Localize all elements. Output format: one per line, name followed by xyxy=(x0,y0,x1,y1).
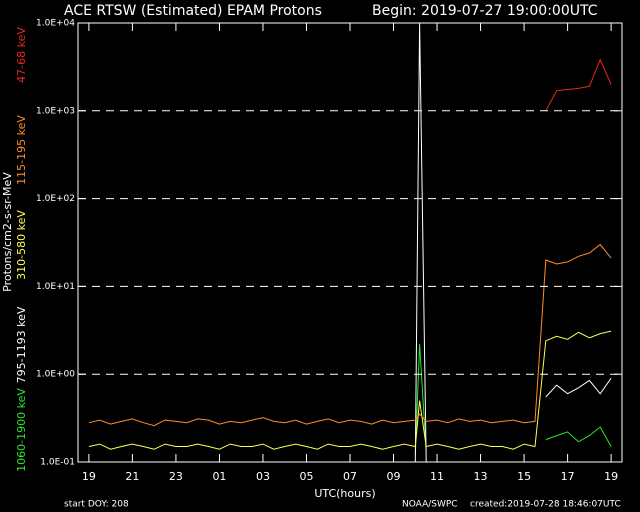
x-tick-label: 05 xyxy=(299,470,313,483)
legend-label: 310-580 keV xyxy=(15,210,28,280)
y-tick-label: 1.0E+01 xyxy=(36,282,75,292)
series-line xyxy=(545,58,612,112)
chart-title: ACE RTSW (Estimated) EPAM Protons xyxy=(64,3,322,19)
y-axis-label: Protons/cm2-s-sr-MeV xyxy=(1,172,14,292)
series-line xyxy=(414,23,612,462)
plot-area xyxy=(88,23,612,462)
y-tick-label: 1.0E+00 xyxy=(36,370,75,380)
legend-label: 47-68 keV xyxy=(15,27,28,83)
y-tick-label: 1.0E+02 xyxy=(36,194,75,204)
x-tick-label: 21 xyxy=(125,470,139,483)
series-line xyxy=(88,330,612,450)
legend-label: 1060-1900 keV xyxy=(15,388,28,472)
x-tick-label: 23 xyxy=(169,470,183,483)
x-axis-label: UTC(hours) xyxy=(314,487,375,500)
x-tick-label: 15 xyxy=(517,470,531,483)
x-tick-label: 11 xyxy=(430,470,444,483)
y-tick-label: 1.0E+03 xyxy=(36,106,75,116)
footer-created: created:2019-07-28 18:46:07UTC xyxy=(470,500,621,510)
x-tick-label: 17 xyxy=(561,470,575,483)
y-tick-label: 1.0E-01 xyxy=(40,458,75,468)
x-tick-label: 19 xyxy=(604,470,618,483)
x-tick-label: 03 xyxy=(256,470,270,483)
chart-subtitle: Begin: 2019-07-27 19:00:00UTC xyxy=(372,3,598,19)
x-tick-label: 19 xyxy=(82,470,96,483)
x-tick-label: 01 xyxy=(212,470,226,483)
footer-doy: start DOY: 208 xyxy=(64,500,129,510)
series-line xyxy=(414,344,612,456)
x-tick-label: 13 xyxy=(474,470,488,483)
legend-label: 795-1193 keV xyxy=(15,306,28,383)
x-tick-label: 09 xyxy=(387,470,401,483)
legend-label: 115-195 keV xyxy=(15,115,28,185)
footer-agency: NOAA/SWPC xyxy=(402,500,458,510)
y-tick-label: 1.0E+04 xyxy=(36,19,75,29)
x-tick-label: 07 xyxy=(343,470,357,483)
series-line xyxy=(88,243,612,427)
